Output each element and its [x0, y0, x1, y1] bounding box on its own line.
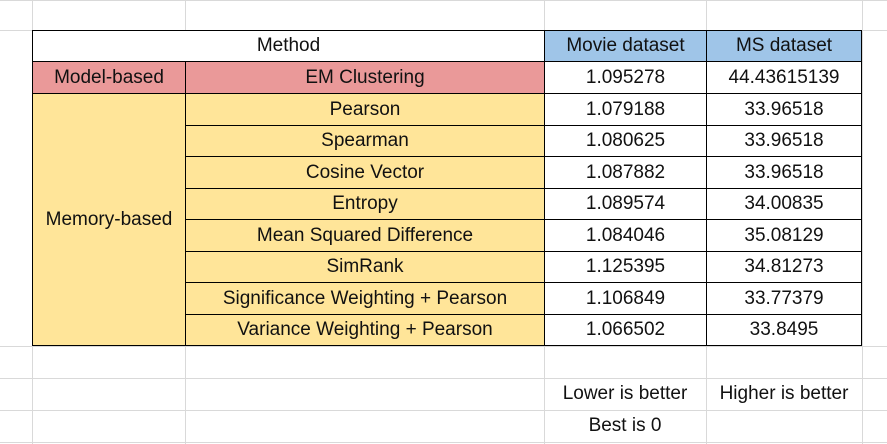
note-lower-is-better[interactable]: Lower is better: [544, 378, 706, 410]
row-ms-cell[interactable]: 35.08129: [706, 219, 862, 252]
row-movie-cell[interactable]: 1.079188: [544, 93, 707, 126]
row-movie-value: 1.087882: [585, 161, 666, 183]
row-movie-value: 1.079188: [585, 98, 666, 120]
row-ms-cell[interactable]: 44.43615139: [706, 61, 862, 94]
row-movie-cell[interactable]: 1.087882: [544, 156, 707, 189]
grid-line: [0, 0, 887, 1]
note-lower-label: Lower is better: [562, 383, 688, 404]
grid-line: [0, 410, 887, 411]
grid-line: [0, 378, 887, 379]
note-best-label: Best is 0: [588, 415, 662, 436]
grid-line: [0, 346, 887, 347]
row-movie-value: 1.066502: [585, 319, 666, 340]
row-ms-value: 33.96518: [744, 98, 824, 120]
row-method-label: Variance Weighting + Pearson: [237, 319, 493, 340]
row-method-cell[interactable]: SimRank: [185, 251, 545, 283]
row-method-label: EM Clustering: [305, 66, 425, 88]
row-method-label: Significance Weighting + Pearson: [222, 287, 508, 309]
row-method-label: Spearman: [321, 130, 409, 151]
row-ms-value: 33.96518: [744, 161, 824, 183]
header-ms-dataset[interactable]: MS dataset: [706, 30, 862, 62]
row-movie-cell[interactable]: 1.125395: [544, 251, 707, 283]
row-ms-cell[interactable]: 33.96518: [706, 125, 862, 157]
group-model-based[interactable]: Model-based: [32, 61, 186, 94]
note-higher-label: Higher is better: [719, 383, 849, 404]
row-ms-cell[interactable]: 33.8495: [706, 314, 862, 346]
row-movie-cell[interactable]: 1.080625: [544, 125, 707, 157]
group-model-label: Model-based: [54, 66, 164, 88]
row-ms-value: 33.96518: [744, 130, 824, 151]
header-method-label: Method: [256, 35, 321, 56]
row-method-label: Mean Squared Difference: [256, 224, 474, 246]
row-ms-value: 34.00835: [744, 193, 824, 214]
group-memory-label: Memory-based: [45, 208, 173, 230]
row-method-cell[interactable]: Variance Weighting + Pearson: [185, 314, 545, 346]
grid-line: [0, 442, 887, 443]
row-movie-cell[interactable]: 1.066502: [544, 314, 707, 346]
row-ms-cell[interactable]: 34.81273: [706, 251, 862, 283]
row-movie-cell[interactable]: 1.089574: [544, 188, 707, 220]
row-movie-value: 1.084046: [585, 224, 666, 246]
row-ms-cell[interactable]: 34.00835: [706, 188, 862, 220]
row-method-label: Pearson: [329, 98, 401, 120]
row-method-cell[interactable]: Pearson: [185, 93, 545, 126]
header-method[interactable]: Method: [32, 30, 545, 62]
row-method-cell[interactable]: Mean Squared Difference: [185, 219, 545, 252]
note-higher-is-better[interactable]: Higher is better: [706, 378, 862, 410]
row-method-cell[interactable]: Spearman: [185, 125, 545, 157]
row-ms-value: 34.81273: [744, 256, 824, 277]
row-movie-value: 1.080625: [585, 130, 666, 151]
row-movie-value: 1.106849: [585, 287, 666, 309]
row-ms-value: 33.77379: [744, 287, 824, 309]
row-movie-cell[interactable]: 1.095278: [544, 61, 707, 94]
row-ms-cell[interactable]: 33.96518: [706, 156, 862, 189]
row-method-label: SimRank: [326, 256, 404, 277]
row-movie-value: 1.089574: [585, 193, 666, 214]
row-ms-value: 44.43615139: [728, 66, 840, 88]
row-method-label: Cosine Vector: [305, 161, 425, 183]
header-ms-label: MS dataset: [735, 35, 833, 56]
row-method-label: Entropy: [332, 193, 398, 214]
row-ms-value: 35.08129: [744, 224, 824, 246]
row-movie-cell[interactable]: 1.084046: [544, 219, 707, 252]
row-movie-cell[interactable]: 1.106849: [544, 282, 707, 315]
row-ms-value: 33.8495: [749, 319, 819, 340]
header-movie-dataset[interactable]: Movie dataset: [544, 30, 707, 62]
row-movie-value: 1.095278: [585, 66, 666, 88]
row-method-cell[interactable]: EM Clustering: [185, 61, 545, 94]
grid-line: [862, 0, 863, 444]
row-movie-value: 1.125395: [585, 256, 666, 277]
row-ms-cell[interactable]: 33.77379: [706, 282, 862, 315]
row-method-cell[interactable]: Cosine Vector: [185, 156, 545, 189]
row-method-cell[interactable]: Significance Weighting + Pearson: [185, 282, 545, 315]
row-method-cell[interactable]: Entropy: [185, 188, 545, 220]
row-ms-cell[interactable]: 33.96518: [706, 93, 862, 126]
header-movie-label: Movie dataset: [566, 35, 685, 56]
note-best-is-zero[interactable]: Best is 0: [544, 410, 706, 442]
group-memory-based[interactable]: Memory-based: [32, 93, 186, 346]
